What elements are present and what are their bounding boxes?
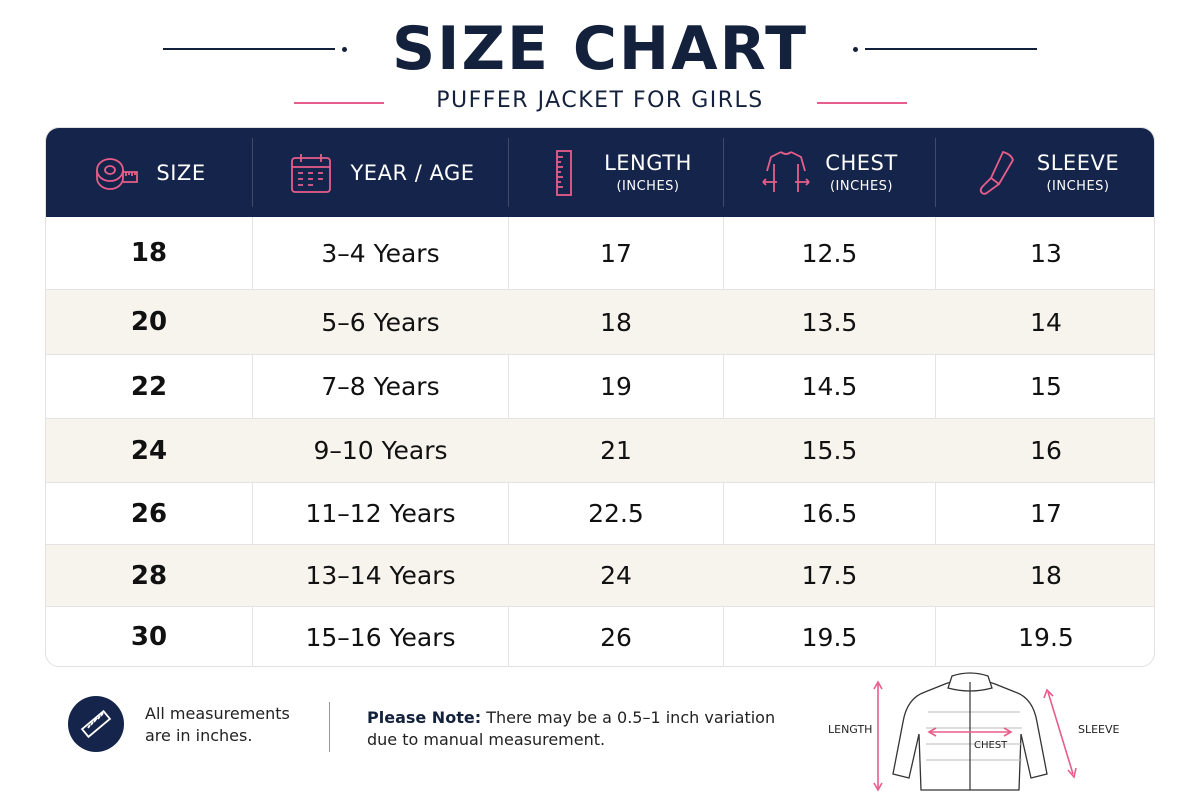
- cell-chest: 14.5: [801, 372, 858, 401]
- please-note: Please Note: There may be a 0.5–1 inch v…: [367, 707, 787, 751]
- header-size-label: SIZE: [156, 160, 206, 185]
- cell-sleeve: 19.5: [1018, 622, 1074, 652]
- header-size: SIZE: [46, 128, 252, 217]
- tape-measure-icon: [96, 157, 139, 190]
- header-chest-label: CHEST: [825, 151, 898, 175]
- cell-chest: 12.5: [801, 238, 858, 268]
- cell-length: 24: [600, 561, 632, 590]
- header-size-text: SIZE: [156, 161, 205, 185]
- table-header: SIZE YEAR / AGE LENGTH (IN: [46, 128, 1154, 217]
- cell-sleeve: 15: [1030, 372, 1062, 401]
- sleeve-arm-icon: [979, 150, 1014, 195]
- diagram-chest-label: CHEST: [974, 740, 1008, 751]
- header-chest: CHEST (INCHES): [724, 128, 935, 217]
- header-length-unit: (INCHES): [616, 179, 680, 194]
- cell-size: 22: [130, 371, 168, 402]
- size-table: SIZE YEAR / AGE LENGTH (IN: [45, 127, 1155, 667]
- puffer-jacket-icon: LENGTH CHEST SLEEVE: [828, 672, 1120, 792]
- header-age-label: YEAR / AGE: [350, 160, 475, 185]
- ruler-icon: [80, 709, 112, 739]
- title-dot-left: [342, 47, 347, 52]
- ruler-icon: [556, 149, 572, 196]
- subtitle-rule-right: [817, 102, 907, 104]
- header-chest-unit: (INCHES): [829, 179, 893, 194]
- cell-chest: 19.5: [801, 622, 858, 652]
- cell-size: 18: [130, 238, 168, 268]
- title-rule-right: [865, 48, 1037, 50]
- cell-chest: 16.5: [801, 499, 858, 528]
- cell-chest: 13.5: [801, 307, 858, 337]
- calendar-icon: [291, 153, 332, 193]
- header-divider: [723, 138, 724, 207]
- torso-chest-icon: [762, 150, 810, 192]
- cell-length: 26: [600, 622, 632, 652]
- diagram-length-label: LENGTH: [828, 723, 872, 736]
- title-rule-left: [163, 48, 335, 50]
- cell-age: 13–14 Years: [305, 561, 456, 590]
- cell-age: 7–8 Years: [321, 372, 440, 401]
- measurement-note: All measurements are in inches.: [145, 704, 290, 745]
- cell-sleeve: 13: [1030, 238, 1062, 268]
- cell-age: 11–12 Years: [305, 499, 456, 528]
- subtitle-row: PUFFER JACKET FOR GIRLS: [0, 88, 1200, 118]
- table-row: 22 7–8 Years 19 14.5 15: [46, 355, 1154, 419]
- cell-length: 21: [600, 436, 632, 465]
- header-sleeve-text: SLEEVE (INCHES): [1037, 151, 1119, 194]
- header-age-text: YEAR / AGE: [350, 161, 474, 185]
- title-row: SIZE CHART: [0, 14, 1200, 84]
- cell-sleeve: 18: [1030, 561, 1062, 590]
- cell-age: 3–4 Years: [321, 238, 440, 268]
- header-length-label: LENGTH: [604, 151, 692, 175]
- cell-length: 19: [600, 372, 632, 401]
- header-sleeve: SLEEVE (INCHES): [936, 128, 1154, 217]
- cell-length: 18: [600, 307, 632, 337]
- cell-chest: 17.5: [801, 561, 858, 590]
- header-sleeve-unit: (INCHES): [1046, 179, 1110, 194]
- please-note-text: There may be a 0.5–1 inch variation due …: [367, 708, 776, 749]
- table-row: 24 9–10 Years 21 15.5 16: [46, 419, 1154, 483]
- table-row: 20 5–6 Years 18 13.5 14: [46, 290, 1154, 355]
- cell-age: 5–6 Years: [321, 307, 440, 337]
- header-divider: [508, 138, 509, 207]
- cell-sleeve: 14: [1030, 307, 1062, 337]
- header-age: YEAR / AGE: [253, 128, 508, 217]
- cell-age: 15–16 Years: [305, 622, 456, 652]
- cell-size: 26: [130, 498, 168, 529]
- header-length: LENGTH (INCHES): [509, 128, 723, 217]
- header-divider: [252, 138, 253, 207]
- table-row: 30 15–16 Years 26 19.5 19.5: [46, 607, 1154, 666]
- footer-divider: [329, 702, 330, 752]
- cell-chest: 15.5: [801, 436, 858, 465]
- page-title: SIZE CHART: [391, 14, 809, 84]
- cell-size: 24: [130, 435, 168, 466]
- table-row: 18 3–4 Years 17 12.5 13: [46, 217, 1154, 290]
- cell-age: 9–10 Years: [313, 436, 448, 465]
- header-divider: [935, 138, 936, 207]
- cell-sleeve: 16: [1030, 436, 1062, 465]
- table-row: 28 13–14 Years 24 17.5 18: [46, 545, 1154, 607]
- measurement-note-badge: [68, 696, 124, 752]
- cell-length: 22.5: [588, 499, 644, 528]
- cell-length: 17: [600, 238, 632, 268]
- subtitle-rule-left: [294, 102, 384, 104]
- cell-size: 20: [130, 307, 168, 337]
- cell-size: 30: [130, 622, 168, 652]
- cell-size: 28: [130, 560, 168, 591]
- header-length-text: LENGTH (INCHES): [604, 151, 692, 194]
- please-note-label: Please Note:: [367, 708, 482, 727]
- header-sleeve-label: SLEEVE: [1036, 151, 1120, 175]
- diagram-sleeve-label: SLEEVE: [1078, 723, 1120, 736]
- cell-sleeve: 17: [1030, 499, 1062, 528]
- title-dot-right: [853, 47, 858, 52]
- header-chest-text: CHEST (INCHES): [825, 151, 897, 194]
- page-subtitle: PUFFER JACKET FOR GIRLS: [436, 88, 764, 113]
- table-row: 26 11–12 Years 22.5 16.5 17: [46, 483, 1154, 545]
